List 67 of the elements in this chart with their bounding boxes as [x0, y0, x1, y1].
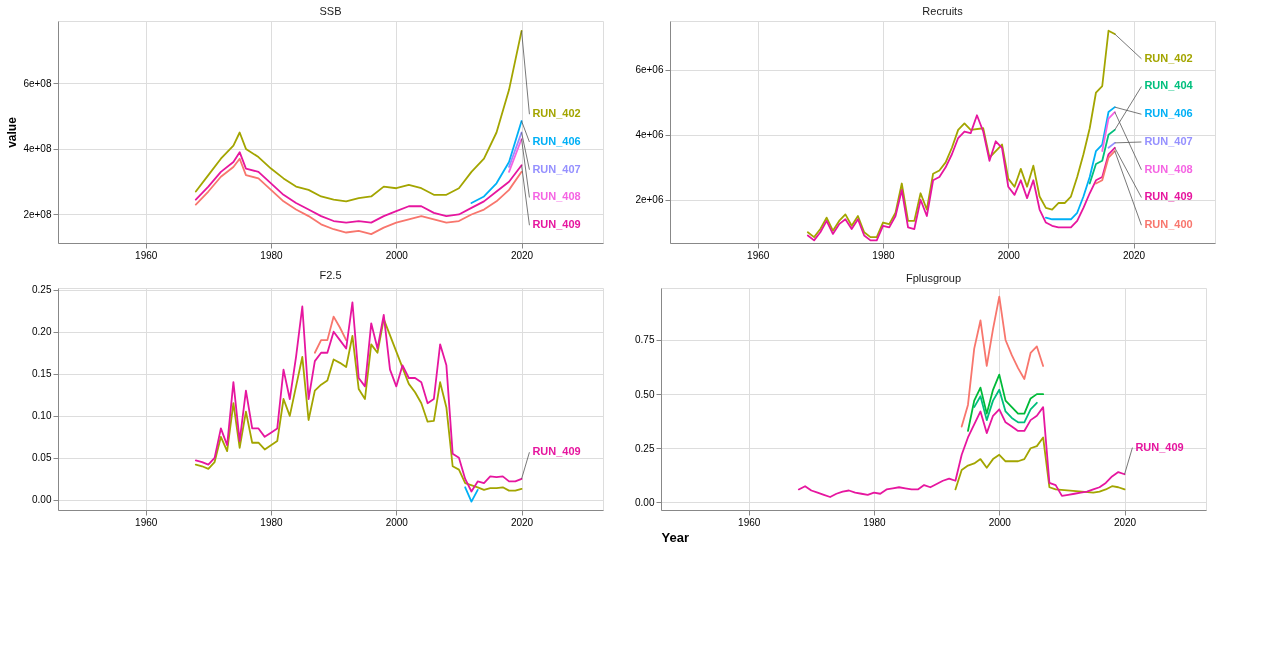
- text: RUN_404: [1144, 79, 1194, 92]
- x-tick-label: 1960: [135, 249, 158, 261]
- text: RUN_400: [1144, 218, 1193, 231]
- x-tick-label: 2020: [1122, 249, 1146, 261]
- line-series: [194, 29, 523, 203]
- y-tick-label: 4e+08: [23, 143, 52, 155]
- line-series: [967, 373, 1045, 432]
- x-tick-label: 2000: [997, 249, 1021, 261]
- y-tick-label: 0.25: [635, 442, 655, 454]
- y-tick-label: 0.25: [32, 284, 52, 296]
- line-series: [797, 406, 1126, 498]
- line-series: [1095, 150, 1116, 185]
- x-tick-label: 1980: [260, 516, 284, 528]
- series-label: RUN_407: [532, 162, 581, 175]
- text: RUN_408: [532, 190, 581, 203]
- y-tick-label: 0.05: [32, 452, 52, 464]
- text: RUN_409: [1144, 190, 1193, 203]
- x-axis-title: Year: [661, 529, 689, 545]
- text: RUN_402: [1144, 51, 1193, 64]
- line-series: [806, 29, 1116, 239]
- x-tick-label: 2020: [510, 516, 534, 528]
- y-tick-label: 0.00: [635, 496, 655, 508]
- y-tick-label: 0.50: [635, 388, 655, 400]
- y-tick-label: 6e+06: [635, 64, 664, 76]
- chart-title: SSB: [319, 5, 342, 17]
- chart-title: Recruits: [922, 5, 964, 17]
- x-tick-label: 2000: [385, 516, 409, 528]
- y-tick-label: 0.15: [32, 368, 52, 380]
- line-series: [1088, 128, 1116, 185]
- line-series: [973, 388, 1038, 424]
- x-tick-label: 2020: [510, 249, 534, 261]
- text: RUN_407: [1144, 134, 1193, 147]
- text: RUN_402: [532, 107, 581, 120]
- x-tick-label: 2020: [1113, 516, 1137, 528]
- y-tick-label: 2e+06: [635, 194, 664, 206]
- x-tick-label: 1960: [135, 516, 158, 528]
- y-tick-label: 0.00: [32, 494, 52, 506]
- y-axis-title: value: [5, 116, 20, 148]
- chart-title: F2.5: [319, 268, 342, 281]
- x-tick-label: 1960: [738, 516, 761, 528]
- text: RUN_409: [1135, 440, 1184, 453]
- line-series: [470, 120, 523, 204]
- line-series: [313, 315, 348, 354]
- text: RUN_406: [1144, 107, 1193, 120]
- x-tick-label: 1980: [863, 516, 887, 528]
- y-tick-label: 0.75: [635, 334, 655, 346]
- line-series: [806, 114, 1116, 242]
- x-tick-label: 1980: [872, 249, 896, 261]
- x-tick-label: 2000: [385, 249, 409, 261]
- y-tick-label: 4e+06: [635, 129, 664, 141]
- line-series: [194, 151, 523, 224]
- series-label: RUN_406: [532, 134, 581, 147]
- line-series: [954, 436, 1126, 494]
- y-tick-label: 6e+08: [23, 77, 52, 89]
- text: RUN_409: [532, 218, 581, 231]
- text: RUN_409: [532, 445, 581, 458]
- chart-title: Fplusgroup: [905, 272, 962, 284]
- line-series: [960, 295, 1045, 428]
- line-series: [1044, 106, 1116, 221]
- x-tick-label: 1960: [747, 249, 770, 261]
- y-tick-label: 0.10: [32, 410, 52, 422]
- x-tick-label: 1980: [260, 249, 284, 261]
- text: RUN_408: [1144, 162, 1193, 175]
- line-series: [194, 157, 523, 236]
- y-tick-label: 0.20: [32, 326, 52, 338]
- x-tick-label: 2000: [988, 516, 1012, 528]
- y-tick-label: 2e+08: [23, 208, 52, 220]
